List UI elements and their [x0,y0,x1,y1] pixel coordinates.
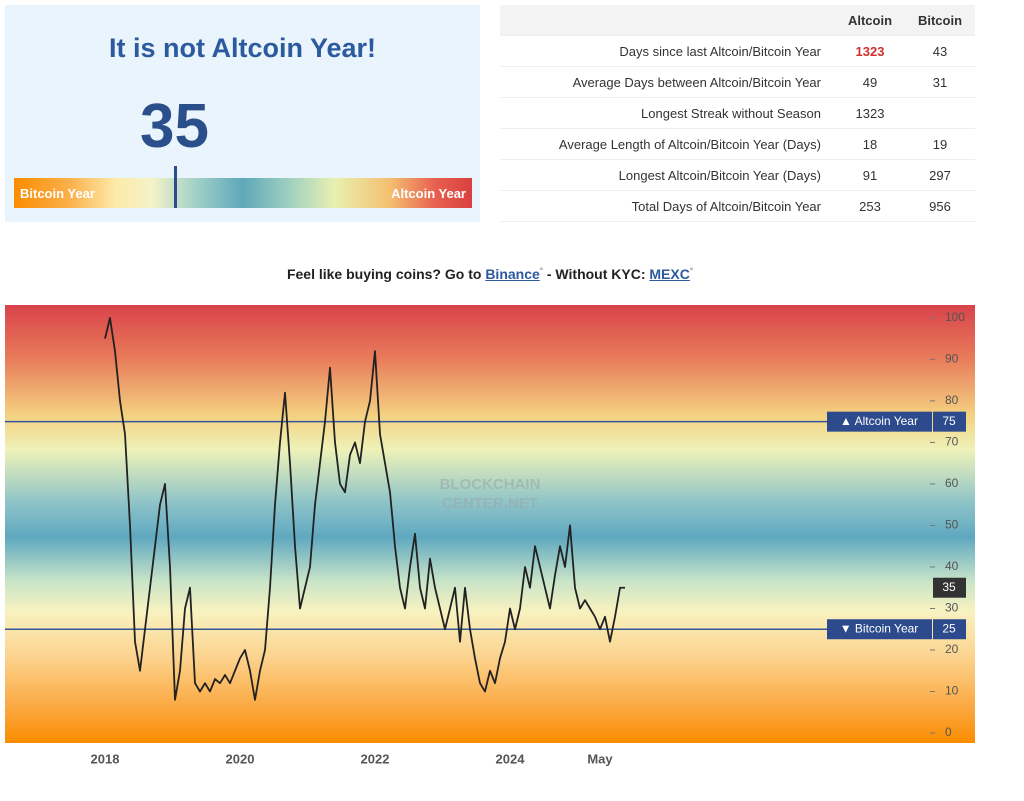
y-tick-label: 50 [945,518,959,532]
watermark: BLOCKCHAIN [440,476,541,493]
y-tick-label: 90 [945,352,959,366]
table-row: Longest Altcoin/Bitcoin Year (Days) 91 297 [500,159,975,191]
cell: 956 [905,190,975,222]
y-tick-label: 30 [945,601,959,615]
row-label: Average Length of Altcoin/Bitcoin Year (… [500,128,835,160]
stats-table: Altcoin Bitcoin Days since last Altcoin/Bi… [500,5,975,222]
gauge-value: 35 [140,92,209,161]
row-label: Longest Streak without Season [500,97,835,129]
gauge-indicator [174,166,178,208]
y-tick-label: 80 [945,393,959,407]
row-label: Longest Altcoin/Bitcoin Year (Days) [500,159,835,191]
y-tick-label: 70 [945,435,959,449]
y-tick-label: 40 [945,559,959,573]
threshold-value-box [933,619,966,640]
y-tick-label: 10 [945,684,959,698]
table-row: Average Length of Altcoin/Bitcoin Year (… [500,128,975,160]
x-tick-label: May [587,751,613,766]
cell [905,97,975,129]
cell: 49 [835,66,905,98]
gauge-title: It is not Altcoin Year! [108,33,377,63]
row-label: Average Days between Altcoin/Bitcoin Yea… [500,66,835,98]
y-tick-label: 60 [945,476,959,490]
table-row: Total Days of Altcoin/Bitcoin Year 253 956 [500,190,975,222]
threshold-value: 25 [942,621,956,635]
cell: 91 [835,159,905,191]
cell: 19 [905,128,975,160]
cell: 1323 [835,97,905,129]
promo-text: Feel like buying coins? Go to [286,266,482,282]
cell: 18 [835,128,905,160]
x-tick-label: 2022 [361,751,390,766]
cell: 253 [835,190,905,222]
cell: 31 [905,66,975,98]
threshold-value-box [933,411,966,432]
header-cell: Altcoin [835,5,905,36]
table-row: Average Days between Altcoin/Bitcoin Yea… [500,66,975,98]
gauge-bar: Bitcoin Year Altcoin Year [14,166,472,208]
threshold-box [827,411,932,432]
binance-link[interactable]: Binance [485,266,540,282]
y-tick-label: 100 [945,310,965,324]
row-label: Days since last Altcoin/Bitcoin Year [500,35,835,67]
plot-background [5,305,975,743]
row-label: Total Days of Altcoin/Bitcoin Year [500,190,835,222]
cell: 1323 [835,35,905,67]
x-tick-label: 2024 [496,751,526,766]
table-row: Longest Streak without Season 1323 [500,97,975,129]
threshold-label: ▲ Altcoin Year [840,414,918,428]
header-cell: Bitcoin [905,5,975,36]
y-tick-label: 20 [945,642,959,656]
y-tick-label: 0 [945,725,952,739]
current-value-box [933,577,966,598]
cell: 297 [905,159,975,191]
gauge-panel: It is not Altcoin Year! 35 Bitcoin Year … [5,5,480,222]
cell: 43 [905,35,975,67]
promo-middle: - Without KYC: [546,266,646,282]
threshold-box [827,619,932,640]
gauge-left-label: Bitcoin Year [20,186,95,201]
threshold-value: 75 [942,414,956,428]
gauge-right-label: Altcoin Year [391,186,466,201]
mexc-link[interactable]: MEXC [649,266,690,282]
threshold-label: ▼ Bitcoin Year [840,621,919,635]
current-value: 35 [942,580,956,594]
table-row: Days since last Altcoin/Bitcoin Year 1323… [500,35,975,67]
header-row: Altcoin Bitcoin [500,5,975,36]
header-cell [500,5,835,36]
promo: Feel like buying coins? Go to Binance° -… [286,266,694,282]
x-tick-label: 2018 [91,751,120,766]
x-tick-label: 2020 [226,751,255,766]
watermark: CENTER.NET [442,495,538,512]
series-line [104,316,625,701]
